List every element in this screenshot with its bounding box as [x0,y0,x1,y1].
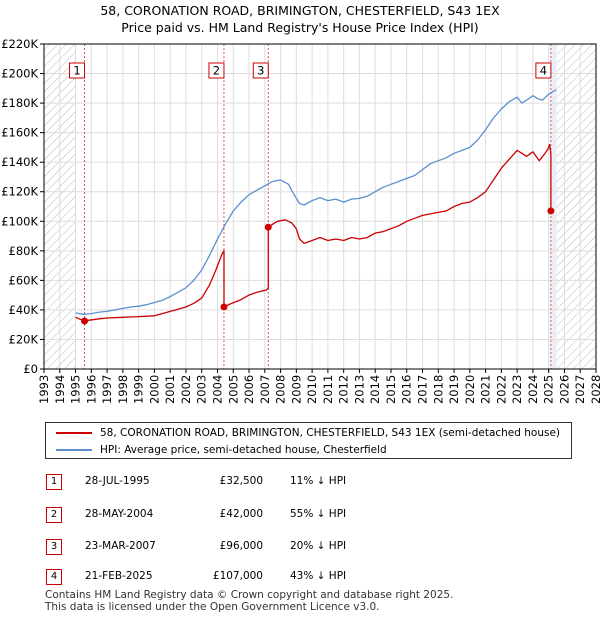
x-tick-label: 2009 [289,375,303,404]
transaction-label-box [252,62,269,79]
footer-attribution: Contains HM Land Registry data © Crown c… [45,589,453,613]
legend-label-price: 58, CORONATION ROAD, BRIMINGTON, CHESTER… [100,427,561,439]
x-tick-label: 2024 [526,375,540,404]
x-tick-label: 2023 [510,375,524,404]
shaded-region [550,44,557,369]
x-tick-label: 2014 [368,375,382,404]
transaction-hpi-diff: 43% ↓ HPI [290,570,347,582]
plot-frame [43,43,597,370]
table-row: 3 23-MAR-2007 £96,000 20% ↓ HPI [45,539,565,559]
x-tick-label: 2002 [179,375,193,404]
transaction-label-box [535,62,552,79]
legend-label-hpi: HPI: Average price, semi-detached house,… [100,444,387,456]
x-tick-label: 2012 [337,375,351,404]
transaction-hpi-diff: 55% ↓ HPI [290,508,347,520]
chart-title-line-1: 58, CORONATION ROAD, BRIMINGTON, CHESTER… [100,3,500,18]
y-tick-label: £60K [9,273,39,287]
x-tick-label: 2006 [242,375,256,404]
transaction-label: 4 [540,64,547,78]
transaction-label-box [69,62,86,79]
transaction-hpi-diff: 11% ↓ HPI [290,475,347,487]
y-tick-label: £80K [9,244,39,258]
hpi-line [75,89,557,315]
legend-item-hpi: HPI: Average price, semi-detached house,… [56,442,387,458]
x-tick-label: 1993 [37,375,51,404]
x-tick-label: 2013 [352,375,366,404]
transaction-label: 1 [73,64,80,78]
transaction-label: 3 [257,64,264,78]
transaction-date: 28-MAY-2004 [85,508,154,520]
price-chart: £0 £20K £40K £60K £80K £100K £120K £140K £160K £1… [1,37,600,404]
x-tick-label: 2011 [321,375,335,404]
transaction-number: 4 [46,569,62,585]
x-tick-label: 2026 [557,375,571,404]
legend-swatch-hpi [56,449,92,451]
transaction-number: 2 [46,507,62,523]
x-tick-label: 1996 [84,375,98,404]
x-tick-label: 2022 [494,375,508,404]
x-tick-label: 2021 [479,375,493,404]
y-tick-label: £40K [9,303,39,317]
transaction-date: 21-FEB-2025 [85,570,153,582]
y-tick-label: £140K [1,155,38,169]
x-tick-label: 2020 [463,375,477,404]
transaction-date: 23-MAR-2007 [85,540,156,552]
x-tick-label: 2015 [384,375,398,404]
transaction-number: 3 [46,539,62,555]
x-tick-label: 2019 [447,375,461,404]
footer-line-2: This data is licensed under the Open Gov… [45,601,380,613]
chart-legend: 58, CORONATION ROAD, BRIMINGTON, CHESTER… [45,422,572,459]
table-row: 1 28-JUL-1995 £32,500 11% ↓ HPI [45,474,565,494]
transaction-point [264,223,272,231]
transaction-price: £32,500 [219,475,263,487]
x-tick-label: 2004 [210,375,224,404]
legend-swatch-price [56,432,92,434]
price-paid-line [75,143,552,322]
x-tick-label: 2007 [258,375,272,404]
x-tick-label: 2028 [589,375,600,404]
x-tick-label: 2027 [573,375,587,404]
transaction-label-box [208,62,225,79]
x-tick-label: 1995 [69,375,83,404]
y-tick-label: £220K [1,37,38,51]
y-tick-label: £20K [9,332,39,346]
y-tick-label: £120K [1,185,38,199]
x-tick-label: 2025 [542,375,556,404]
y-tick-label: £160K [1,126,38,140]
chart-title-line-2: Price paid vs. HM Land Registry's House … [121,20,479,35]
x-tick-label: 2005 [226,375,240,404]
x-tick-label: 2017 [416,375,430,404]
transaction-price: £96,000 [219,540,263,552]
chart-title: 58, CORONATION ROAD, BRIMINGTON, CHESTER… [0,2,600,36]
x-tick-label: 1997 [100,375,114,404]
transaction-point [547,207,555,215]
table-row: 2 28-MAY-2004 £42,000 55% ↓ HPI [45,507,565,527]
transaction-label: 2 [213,64,220,78]
x-tick-label: 2001 [163,375,177,404]
transaction-point [220,303,228,311]
transaction-date: 28-JUL-1995 [85,475,150,487]
x-tick-label: 2003 [195,375,209,404]
transaction-price: £42,000 [219,508,263,520]
hatched-region [556,44,596,369]
y-tick-label: £200K [1,67,38,81]
x-tick-label: 1999 [132,375,146,404]
x-tick-label: 2000 [147,375,161,404]
x-tick-label: 2010 [305,375,319,404]
legend-item-price: 58, CORONATION ROAD, BRIMINGTON, CHESTER… [56,425,560,441]
transaction-number: 1 [46,474,62,490]
transaction-hpi-diff: 20% ↓ HPI [290,540,347,552]
transaction-point [81,317,89,325]
x-tick-label: 1994 [53,375,67,404]
x-tick-label: 2018 [431,375,445,404]
x-tick-label: 1998 [116,375,130,404]
transaction-price: £107,000 [212,570,263,582]
y-tick-label: £180K [1,96,38,110]
table-row: 4 21-FEB-2025 £107,000 43% ↓ HPI [45,569,565,589]
y-tick-label: £0 [23,362,38,376]
x-tick-label: 2008 [274,375,288,404]
x-tick-label: 2016 [400,375,414,404]
footer-line-1: Contains HM Land Registry data © Crown c… [45,589,454,601]
y-tick-label: £100K [1,214,38,228]
